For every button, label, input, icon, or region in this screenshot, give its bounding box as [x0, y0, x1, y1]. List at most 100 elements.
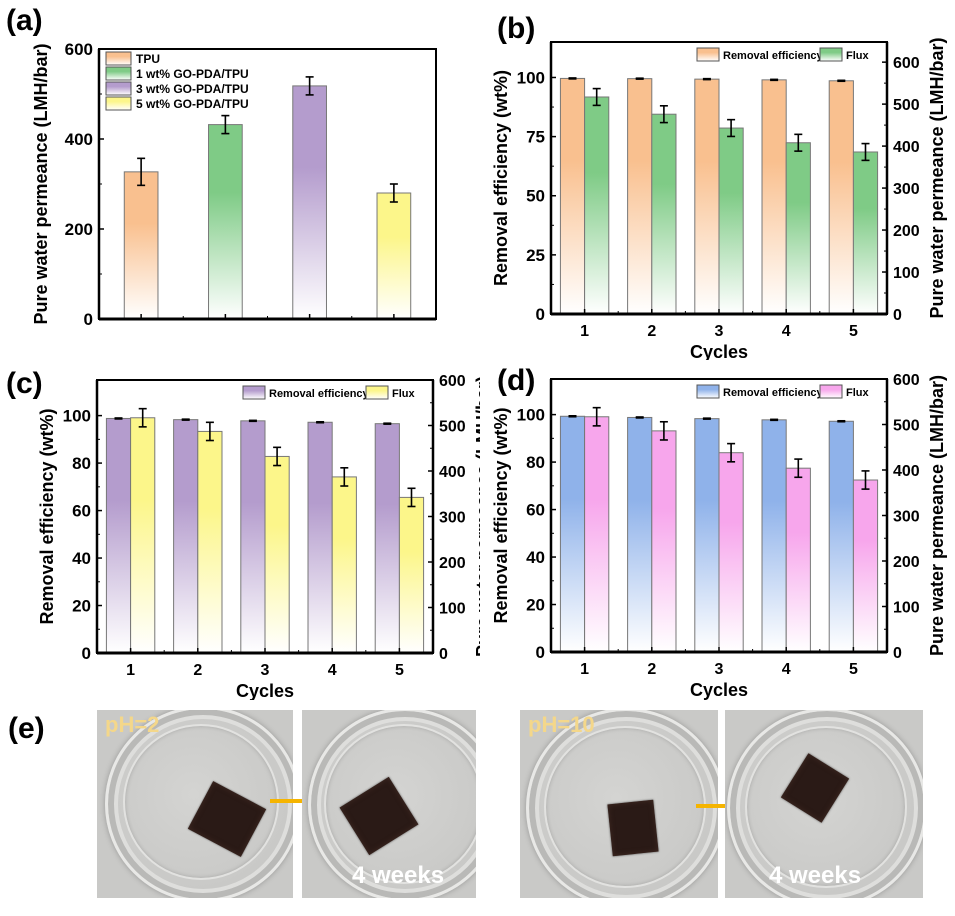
- y-right-tick-label: 600: [893, 55, 920, 72]
- panel-label-e: (e): [8, 712, 45, 745]
- error-bar: [861, 142, 870, 162]
- y-axis-label: Pure water permeance (LMH/bar): [31, 43, 51, 324]
- y-right-tick-label: 400: [893, 139, 920, 156]
- error-bar: [592, 406, 601, 427]
- x-tick-label: 4: [782, 661, 791, 678]
- y-right-tick-label: 100: [893, 265, 920, 282]
- flux-bar-3: [718, 127, 744, 315]
- error-bar: [305, 76, 314, 96]
- flux-bar-4: [785, 142, 811, 315]
- error-bar: [837, 419, 846, 423]
- y-right-tick-label: 300: [893, 509, 920, 526]
- error-bar: [659, 105, 668, 124]
- y-right-tick-label: 400: [893, 463, 920, 480]
- y-tick-label: 200: [65, 220, 93, 239]
- removal-bar-1: [105, 417, 132, 654]
- y-tick-label: 100: [517, 68, 545, 87]
- flux-bar-4: [331, 476, 357, 654]
- y-tick-label: 100: [517, 406, 545, 425]
- legend-label: 5 wt% GO-PDA/TPU: [136, 97, 249, 111]
- error-bar: [659, 420, 668, 441]
- error-bar: [794, 133, 803, 152]
- legend-swatch: [242, 385, 266, 400]
- y-tick-label: 400: [65, 130, 93, 149]
- y-tick-label: 80: [526, 453, 545, 472]
- error-bar: [221, 114, 230, 135]
- removal-bar-3: [694, 418, 720, 653]
- y-right-tick-label: 600: [439, 373, 466, 390]
- legend-label: TPU: [136, 52, 160, 66]
- y-right-tick-label: 200: [893, 223, 920, 240]
- error-bar: [592, 87, 601, 107]
- x-tick-label: 1: [580, 661, 589, 678]
- legend-label: Removal efficiency: [723, 387, 824, 399]
- legend-label: 1 wt% GO-PDA/TPU: [136, 67, 249, 81]
- x-tick-label: 5: [395, 662, 404, 679]
- chart-a-permeance: 0 200 400 600 Pure water permeance (LMH/bar)…: [31, 40, 437, 329]
- ph-label: pH=2: [105, 712, 160, 737]
- removal-bar-1: [559, 77, 586, 315]
- y-right-tick-label: 300: [439, 510, 466, 527]
- duration-label: 4 weeks: [352, 862, 445, 889]
- flux-bar-5: [852, 479, 879, 653]
- error-bar: [727, 118, 736, 138]
- error-bar: [794, 458, 803, 479]
- y-right-tick-label: 400: [439, 464, 466, 481]
- x-tick-label: 1: [126, 662, 135, 679]
- chart-d-cycles-5wt: 1 2 3 4 5 0 20 40 60 80 100 0 100 200 300 400 500 600 Remo…: [491, 372, 947, 700]
- error-bar: [568, 77, 577, 80]
- flux-bar-3: [264, 455, 290, 654]
- removal-bar-5: [374, 423, 400, 654]
- error-bar: [635, 416, 644, 419]
- error-bar: [205, 421, 214, 442]
- removal-bar-4: [761, 79, 787, 315]
- x-axis-label: Cycles: [690, 342, 748, 360]
- error-bar: [407, 487, 416, 508]
- legend-swatch: [105, 96, 132, 111]
- bar-4: [376, 192, 412, 320]
- removal-bar-2: [627, 78, 653, 315]
- y-right-tick-label: 500: [893, 418, 920, 435]
- legend-swatch: [819, 384, 843, 399]
- removal-bar-3: [240, 420, 266, 654]
- flux-bar-1: [130, 417, 156, 654]
- x-tick-label: 3: [261, 662, 270, 679]
- x-axis-label: Cycles: [236, 681, 294, 700]
- legend-swatch: [105, 66, 132, 81]
- bar-3: [292, 85, 327, 320]
- y-tick-label: 0: [82, 644, 91, 663]
- error-bar: [727, 442, 736, 463]
- removal-bar-2: [627, 416, 653, 653]
- y-right-tick-label: 200: [439, 555, 466, 572]
- error-bar: [635, 77, 644, 80]
- flux-bar-1: [584, 96, 610, 315]
- y-tick-label: 40: [72, 549, 91, 568]
- y-right-tick-label: 600: [893, 372, 920, 389]
- error-bar: [248, 419, 257, 423]
- x-axis-label: Cycles: [690, 680, 748, 700]
- x-tick-label: 5: [849, 323, 858, 340]
- error-bar: [316, 420, 325, 424]
- legend-swatch: [696, 47, 720, 62]
- y-axis-label: Removal efficiency (wt%): [491, 407, 511, 623]
- duration-label: 4 weeks: [769, 862, 862, 889]
- x-tick-label: 2: [647, 323, 656, 340]
- error-bar: [837, 79, 846, 83]
- panel-label-d: (d): [497, 364, 536, 397]
- removal-bar-5: [828, 80, 854, 315]
- legend-swatch: [105, 81, 132, 96]
- y-tick-label: 60: [72, 502, 91, 521]
- removal-bar-1: [559, 415, 586, 653]
- flux-bar-4: [785, 467, 811, 653]
- chart-c-cycles-3wt: 1 2 3 4 5 0 20 40 60 80 100 0 100 200 300 400 500 600 Remo…: [37, 373, 480, 700]
- membrane-sample: [607, 799, 659, 857]
- y-tick-label: 0: [536, 643, 545, 662]
- flux-bar-2: [197, 430, 223, 654]
- removal-bar-4: [307, 421, 333, 654]
- petri-dish-inner: [745, 726, 907, 888]
- x-tick-label: 4: [328, 662, 337, 679]
- y-tick-label: 100: [63, 407, 91, 426]
- y-axis-label: Removal efficiency (wt%): [37, 408, 57, 624]
- legend-swatch: [365, 385, 389, 400]
- y-right-tick-label: 300: [893, 181, 920, 198]
